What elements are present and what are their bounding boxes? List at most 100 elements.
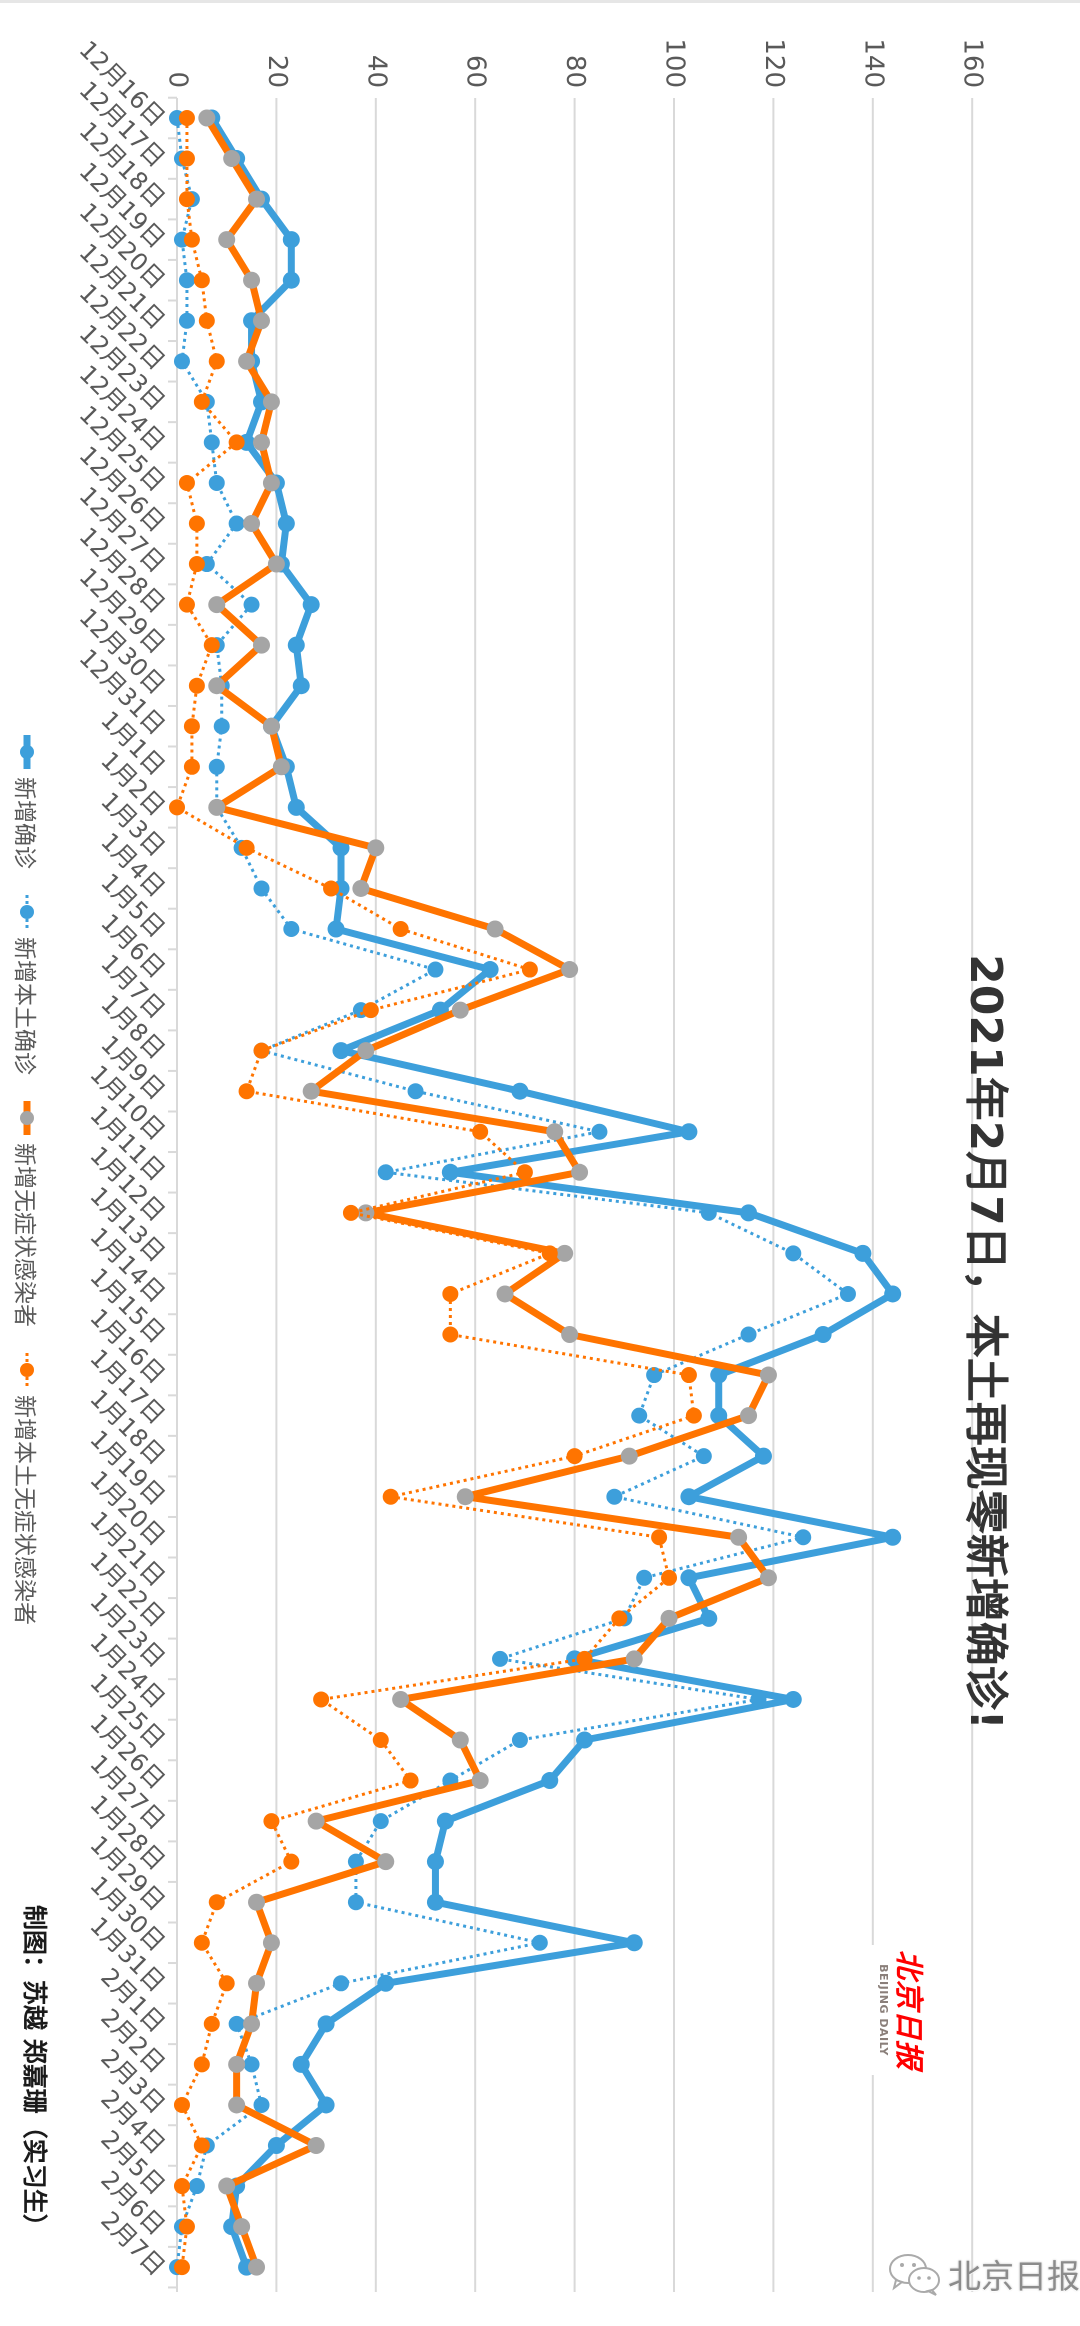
legend-marker-icon (20, 1101, 34, 1135)
data-point-4 (188, 556, 205, 573)
data-point-1 (282, 271, 300, 289)
data-point-1 (576, 1731, 594, 1749)
data-point-2 (606, 1488, 623, 1505)
data-point-1 (426, 1853, 444, 1871)
data-point-3 (486, 920, 504, 938)
data-point-3 (546, 1123, 564, 1141)
data-point-3 (233, 2218, 251, 2236)
data-point-4 (203, 637, 220, 654)
data-point-3 (218, 2177, 236, 2195)
legend-item: 新增本土无症状感染者 (10, 1353, 44, 1625)
data-point-1 (327, 920, 345, 938)
data-point-3 (272, 758, 290, 776)
data-point-3 (357, 1042, 375, 1060)
data-point-4 (392, 921, 409, 937)
data-point-4 (198, 312, 215, 329)
data-point-2 (208, 758, 225, 775)
data-point-4 (178, 191, 195, 208)
data-point-4 (323, 880, 340, 897)
data-point-4 (178, 110, 195, 126)
data-point-3 (248, 190, 266, 208)
data-point-3 (223, 150, 241, 168)
data-point-1 (277, 515, 295, 532)
data-point-2 (492, 1650, 509, 1667)
data-point-2 (695, 1448, 712, 1465)
data-point-1 (814, 1326, 832, 1343)
data-point-2 (377, 1164, 394, 1181)
data-point-1 (481, 961, 499, 979)
data-point-3 (302, 1082, 320, 1100)
data-point-2 (253, 880, 270, 897)
data-point-2 (591, 1123, 608, 1140)
data-point-2 (646, 1367, 663, 1384)
data-point-3 (208, 798, 226, 816)
data-point-2 (531, 1934, 548, 1951)
data-point-3 (218, 231, 236, 249)
data-point-4 (382, 1488, 399, 1505)
data-point-3 (496, 1285, 514, 1303)
y-tick-label: 160 (958, 38, 988, 88)
data-point-1 (436, 1812, 454, 1830)
data-point-3 (561, 961, 579, 979)
data-point-4 (188, 515, 205, 532)
beijing-daily-logo: 北京日报 BEIJING DAILY (858, 1945, 938, 2075)
data-point-4 (193, 2137, 210, 2154)
data-point-3 (243, 2015, 261, 2033)
legend-marker-icon (20, 1353, 34, 1387)
data-point-2 (511, 1732, 528, 1748)
data-point-4 (173, 2259, 190, 2276)
data-point-4 (253, 1042, 270, 1059)
data-point-4 (362, 1002, 379, 1019)
data-point-4 (183, 718, 200, 735)
data-point-3 (740, 1407, 758, 1425)
data-point-4 (218, 1975, 235, 1992)
data-point-4 (178, 2218, 195, 2235)
data-point-3 (208, 596, 226, 614)
data-point-2 (636, 1569, 653, 1586)
data-point-4 (173, 2096, 190, 2113)
data-point-3 (208, 677, 226, 695)
data-point-1 (884, 1528, 902, 1546)
data-point-1 (267, 2137, 285, 2154)
data-point-4 (566, 1448, 583, 1465)
legend-label: 新增无症状感染者 (11, 1143, 37, 1327)
y-tick-label: 100 (660, 38, 690, 88)
data-point-1 (511, 1082, 529, 1100)
data-point-3 (471, 1772, 489, 1790)
chart-legend: 新增确诊 新增本土确诊 新增无症状感染者 新增本土无症状感染者 (10, 735, 44, 1651)
data-point-1 (784, 1690, 802, 1708)
data-point-4 (173, 2178, 190, 2195)
data-point-4 (208, 353, 225, 370)
data-point-4 (651, 1529, 668, 1546)
data-point-3 (243, 271, 261, 289)
data-point-2 (347, 1853, 364, 1870)
data-point-4 (178, 150, 195, 167)
data-point-2 (750, 1691, 767, 1708)
legend-label: 新增本土无症状感染者 (11, 1395, 37, 1625)
logo-chinese: 北京日报 (892, 1949, 926, 2070)
data-point-1 (426, 1893, 444, 1911)
data-point-2 (213, 718, 230, 735)
data-point-2 (785, 1245, 802, 1262)
data-point-2 (178, 312, 195, 329)
data-point-2 (228, 2015, 245, 2032)
data-point-1 (740, 1204, 758, 1222)
data-point-2 (407, 1083, 424, 1100)
data-point-3 (228, 2096, 246, 2114)
data-point-3 (198, 109, 216, 127)
data-point-1 (377, 1974, 395, 1992)
logo-english: BEIJING DAILY (877, 1964, 890, 2056)
data-point-2 (173, 353, 190, 370)
data-point-4 (472, 1123, 489, 1140)
data-point-1 (317, 2015, 335, 2033)
data-point-3 (759, 1569, 777, 1587)
data-point-4 (183, 758, 200, 775)
data-point-3 (238, 352, 256, 370)
data-point-4 (313, 1691, 330, 1708)
data-point-1 (884, 1285, 902, 1303)
data-point-1 (854, 1244, 872, 1262)
data-point-1 (710, 1366, 728, 1384)
data-point-1 (287, 636, 305, 654)
data-point-1 (625, 1934, 643, 1952)
